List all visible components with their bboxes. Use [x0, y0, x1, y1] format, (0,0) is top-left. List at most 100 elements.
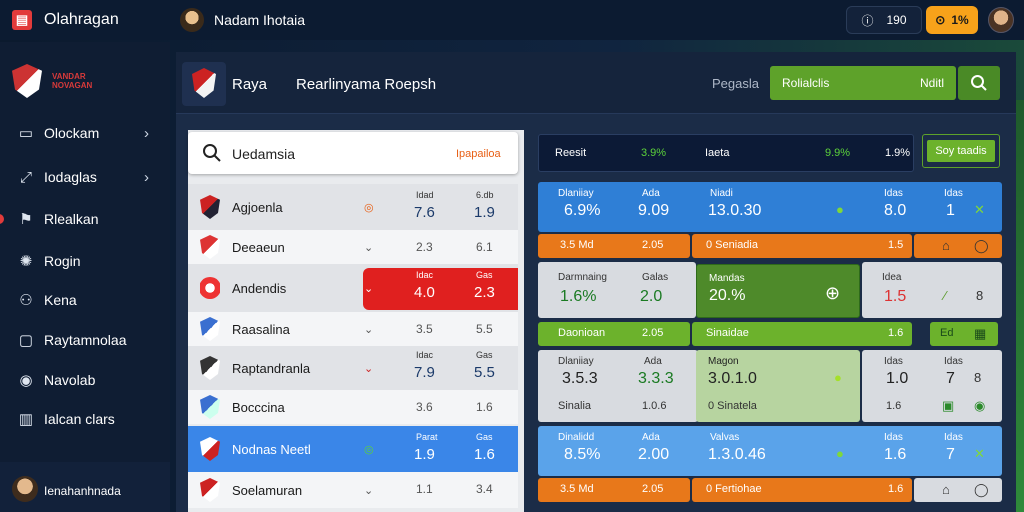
stats-card-highlight[interactable]: Magon 3.0.1.0 ● 0 Sinatela: [696, 350, 860, 422]
search-input[interactable]: Uedamsia Ipapailoa: [188, 132, 518, 174]
team-crest-icon: [200, 395, 220, 419]
money-icon[interactable]: ◉: [974, 398, 986, 413]
stat-value: 1.5: [884, 288, 907, 305]
sidebar-item-rlealkan[interactable]: ⚑ Rlealkan: [0, 204, 170, 234]
table-row[interactable]: Soelamuran ⌄ 1.1 3.4: [188, 472, 518, 508]
column-header: Idac: [416, 270, 434, 280]
search-button[interactable]: [958, 66, 1000, 100]
globe-icon: ◉: [19, 372, 33, 389]
table-row[interactable]: Raasalina ⌄ 3.5 5.5: [188, 312, 518, 346]
sidebar-item-label: Ialcan clars: [44, 411, 115, 427]
home-icon[interactable]: ⌂: [942, 238, 950, 253]
status-dot-icon: ●: [836, 446, 844, 461]
close-icon[interactable]: ✕: [974, 446, 985, 461]
sidebar-user[interactable]: Ienahanhnada: [0, 462, 170, 512]
profile-avatar[interactable]: [988, 7, 1014, 33]
table-row[interactable]: Andendis ⌄ Idac 4.0 Gas 2.3: [188, 264, 518, 312]
column-header: Gas: [476, 432, 493, 442]
stat-value: 1.9: [414, 446, 435, 463]
sidebar-item-label: Raytamnolaa: [44, 332, 127, 348]
stat-label: 0 Sinatela: [708, 400, 757, 412]
row-value: 1.6: [888, 483, 904, 495]
stat-value: 7: [946, 370, 955, 387]
row-actions: ⌂ ◯: [914, 234, 1002, 258]
stats-card[interactable]: Idas 1.0 Idas 7 8 1.6 ▣ ◉: [862, 350, 1002, 422]
action-button[interactable]: Soy taadis: [927, 140, 995, 162]
column-header: Gas: [476, 350, 493, 360]
coin-pill[interactable]: ⊙ 1%: [926, 6, 978, 34]
column-header: Idac: [416, 350, 434, 360]
stats-card[interactable]: Dlaniiay 3.5.3 Ada 3.3.3 Sinalia 1.0.6: [538, 350, 698, 422]
stat-value: 2.0: [640, 288, 663, 305]
close-icon[interactable]: ✕: [974, 202, 985, 217]
stat-value: 3.5.3: [562, 370, 598, 387]
stat-value: 8.0: [884, 202, 907, 219]
row-value: 2.05: [642, 239, 664, 251]
table-row[interactable]: Agjoenla ◎ Idad 7.6 6.db 1.9: [188, 184, 518, 230]
stat-value: 9.09: [638, 202, 670, 219]
coin-value: 1%: [951, 13, 969, 27]
header-filter-bar[interactable]: Rolialclis Nditl: [770, 66, 956, 100]
team-crest-icon: [200, 276, 220, 300]
circle-icon[interactable]: ◯: [974, 238, 989, 253]
search-icon: [203, 144, 221, 162]
stats-pill[interactable]: ⓘ 190: [846, 6, 922, 34]
circle-icon[interactable]: ◯: [974, 482, 989, 497]
search-icon: [971, 75, 987, 91]
table-row[interactable]: Bocccina 3.6 1.6: [188, 390, 518, 424]
stats-row[interactable]: Dinalidd 8.5% Ada 2.00 Valvas 1.3.0.46 ●…: [538, 426, 1002, 476]
team-crest-icon: [200, 356, 220, 380]
stat-label: Darmnaing: [558, 272, 607, 283]
stat-label: Sinalia: [558, 400, 592, 412]
stat-value: 1.0: [886, 370, 909, 387]
row-label: Daonioan: [558, 327, 606, 339]
sidebar-item-label: Iodaglas: [44, 169, 97, 185]
stat-value: 13.0.30: [708, 202, 762, 219]
sidebar-item-label: Navolab: [44, 372, 96, 388]
top-bar: ▤ Olahragan Nadam Ihotaia ⓘ 190 ⊙ 1%: [0, 0, 1024, 40]
sidebar-item-label: Rlealkan: [44, 211, 99, 227]
sidebar-item-iodaglas[interactable]: ⤢ Iodaglas ›: [0, 162, 170, 192]
players-icon: ⚇: [19, 292, 33, 309]
stat-value: 2.3: [474, 284, 495, 301]
home-icon[interactable]: ⌂: [942, 482, 950, 497]
stats-card[interactable]: Idea 1.5 ⁄ 8: [862, 262, 1002, 318]
sidebar-item-rogin[interactable]: ✺ Rogin: [0, 246, 170, 276]
trophy-icon[interactable]: ▣: [942, 398, 955, 413]
team-crest-box: [182, 62, 226, 106]
stat-label: Ada: [644, 356, 662, 367]
sidebar-item-navolab[interactable]: ◉ Navolab: [0, 365, 170, 395]
header-label: Pegasla: [712, 76, 759, 91]
summary-bar: Reesit 3.9% Iaeta 9.9% 1.9%: [538, 134, 914, 172]
stat-value: 1.6: [884, 446, 907, 463]
user-avatar[interactable]: [180, 8, 204, 32]
chart-icon[interactable]: ▦: [974, 326, 987, 341]
stat-label: Idas: [944, 188, 963, 199]
table-row-selected[interactable]: Nodnas Neetl ◎ Parat 1.9 Gas 1.6: [188, 426, 518, 472]
stats-row[interactable]: Dlaniiay 6.9% Ada 9.09 Niadi 13.0.30 ● I…: [538, 182, 1002, 232]
highlight-row: Daonioan 2.05: [538, 322, 690, 346]
user-name: Nadam Ihotaia: [214, 12, 306, 28]
sidebar-item-ialcan-clars[interactable]: ▥ Ialcan clars: [0, 404, 170, 434]
stat-value: 1: [946, 202, 955, 219]
team-crest-icon: [200, 478, 220, 502]
sidebar-username: Ienahanhnada: [44, 484, 121, 498]
stat-label: Idas: [944, 356, 963, 367]
sidebar-item-raytamnolaa[interactable]: ▢ Raytamnolaa: [0, 325, 170, 355]
team-crest-icon: [200, 235, 220, 259]
sidebar-item-olockam[interactable]: ▭ Olockam ›: [0, 118, 170, 148]
stats-card[interactable]: Darmnaing 1.6% Galas 2.0: [538, 262, 696, 318]
table-row[interactable]: Raptandranla ⌄ Idac 7.9 Gas 5.5: [188, 346, 518, 390]
club-name: VANDAR NOVAGAN: [52, 72, 93, 90]
stat-value: 5.5: [476, 322, 493, 336]
team-crest-icon: [200, 195, 220, 219]
stat-label: Idas: [884, 432, 903, 443]
row-actions: Ed ▦: [930, 322, 998, 346]
table-row[interactable]: Deeaeun ⌄ 2.3 6.1: [188, 230, 518, 264]
stats-card-highlight[interactable]: Mandas 20.% ⊕: [696, 264, 860, 318]
team-name: Raptandranla: [232, 360, 311, 376]
sidebar-item-label: Rogin: [44, 253, 81, 269]
sidebar-item-kena[interactable]: ⚇ Kena: [0, 285, 170, 315]
row-value: 1.5: [888, 239, 904, 251]
stat-value: 7: [946, 446, 955, 463]
